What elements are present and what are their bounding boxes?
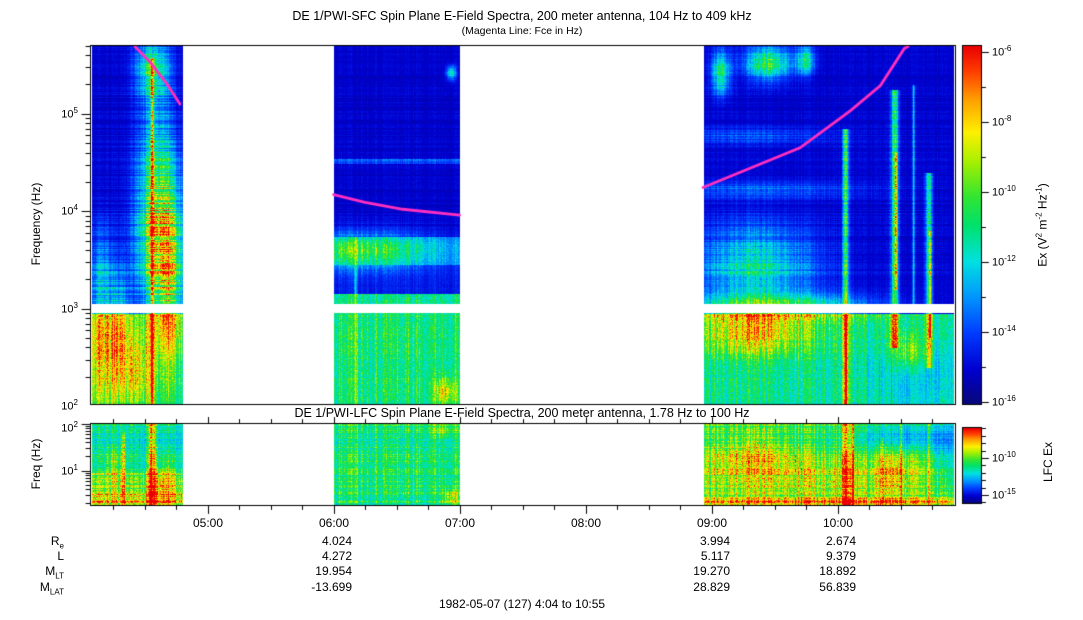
x-tick-label: 10:00 — [822, 516, 854, 530]
cbar-label-sup: 2 — [1034, 232, 1044, 238]
lfc-y-tick-label: 102 — [61, 420, 78, 435]
x-tick-label: 08:00 — [570, 516, 602, 530]
sfc-y-tick-label: 103 — [61, 301, 78, 316]
ephemeris-value: 19.954 — [315, 564, 352, 578]
x-tick-label: 06:00 — [318, 516, 350, 530]
ephemeris-value: 3.994 — [699, 534, 730, 548]
sfc-y-axis-label: Frequency (Hz) — [29, 182, 43, 266]
sfc-y-tick-label: 104 — [61, 203, 78, 218]
ephemeris-row-label: MLT — [45, 564, 64, 581]
sfc-cbar-tick-label: 10-16 — [992, 394, 1016, 409]
sfc-cbar-tick-label: 10-6 — [992, 44, 1012, 59]
footer-date: 1982-05-07 (127) 4:04 to 10:55 — [438, 597, 606, 611]
ephemeris-value: 18.892 — [819, 564, 856, 578]
lfc-cbar-tick-label: 10-15 — [992, 487, 1016, 502]
lfc-title: DE 1/PWI-LFC Spin Plane E-Field Spectra,… — [294, 406, 750, 420]
ephemeris-value: 19.270 — [693, 564, 730, 578]
lfc-colorbar-axis-label: LFC Ex — [1041, 441, 1055, 483]
sfc-cbar-tick-label: 10-14 — [992, 324, 1016, 339]
sfc-y-tick-label: 102 — [61, 398, 78, 413]
fce-subtitle: (Magenta Line: Fce in Hz) — [461, 25, 583, 37]
sfc-y-tick-label: 105 — [61, 106, 78, 121]
sfc-cbar-tick-label: 10-12 — [992, 254, 1016, 269]
x-tick-label: 07:00 — [444, 516, 476, 530]
ephemeris-value: 56.839 — [819, 580, 856, 594]
ephemeris-value: -13.699 — [311, 580, 352, 594]
ephemeris-row-label: Re — [50, 534, 64, 551]
x-tick-label: 05:00 — [192, 516, 224, 530]
cbar-label-part: m — [1035, 219, 1050, 233]
ephemeris-row-label: MLAT — [39, 580, 64, 597]
x-tick-label: 09:00 — [696, 516, 728, 530]
sfc-cbar-tick-label: 10-8 — [992, 114, 1012, 129]
cbar-label-sup: -1 — [1034, 187, 1044, 195]
ephemeris-row-label: L — [57, 549, 64, 563]
cbar-label-sup: -2 — [1034, 212, 1044, 220]
ephemeris-value: 2.674 — [825, 534, 856, 548]
ephemeris-value: 5.117 — [700, 549, 730, 563]
lfc-cbar-tick-label: 10-10 — [992, 450, 1016, 465]
ephemeris-value: 4.024 — [321, 534, 352, 548]
ephemeris-value: 28.829 — [693, 580, 730, 594]
lfc-y-tick-label: 101 — [61, 463, 78, 478]
ephemeris-value: 4.272 — [321, 549, 352, 563]
sfc-cbar-tick-label: 10-10 — [992, 184, 1016, 199]
ephemeris-value: 9.379 — [825, 549, 856, 563]
sfc-colorbar-axis-label: Ex (V2 m-2 Hz-1) — [1034, 183, 1050, 267]
sfc-title: DE 1/PWI-SFC Spin Plane E-Field Spectra,… — [292, 9, 752, 23]
cbar-label-part: Ex (V — [1035, 237, 1050, 267]
cbar-label-part: Hz — [1035, 194, 1050, 213]
cbar-label-part: ) — [1035, 183, 1050, 188]
